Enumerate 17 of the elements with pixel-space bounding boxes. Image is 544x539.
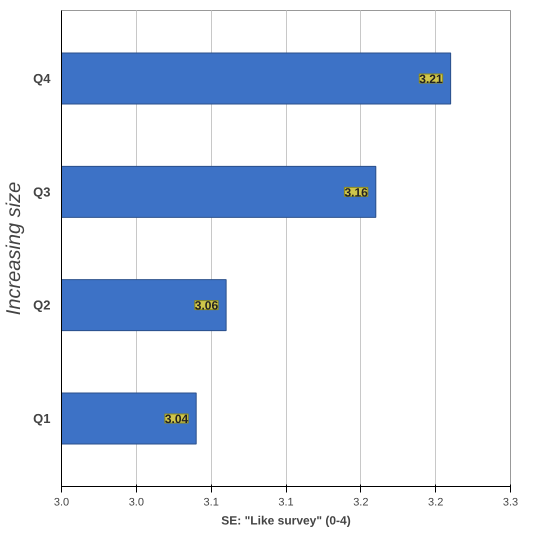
data-label: 3.16 [344, 185, 368, 200]
y-tick-label: Q4 [33, 71, 52, 86]
x-tick-label: 3.2 [353, 496, 368, 508]
y-tick-label: Q2 [33, 298, 50, 313]
y-axis-title: Increasing size [3, 182, 26, 316]
y-tick-label: Q1 [33, 411, 50, 426]
x-tick-label: 3.1 [278, 496, 294, 508]
data-label: 3.04 [164, 412, 189, 426]
x-tick-label: 3.0 [54, 496, 70, 508]
data-label: 3.06 [194, 298, 218, 313]
x-tick-label: 3.0 [128, 496, 144, 508]
x-tick-label: 3.2 [428, 496, 444, 508]
data-label: 3.21 [419, 72, 443, 86]
y-tick-label: Q3 [33, 184, 50, 200]
x-tick-label: 3.3 [502, 496, 518, 508]
x-tick-label: 3.1 [204, 496, 219, 508]
x-axis-title: SE: "Like survey" (0-4) [221, 514, 351, 528]
